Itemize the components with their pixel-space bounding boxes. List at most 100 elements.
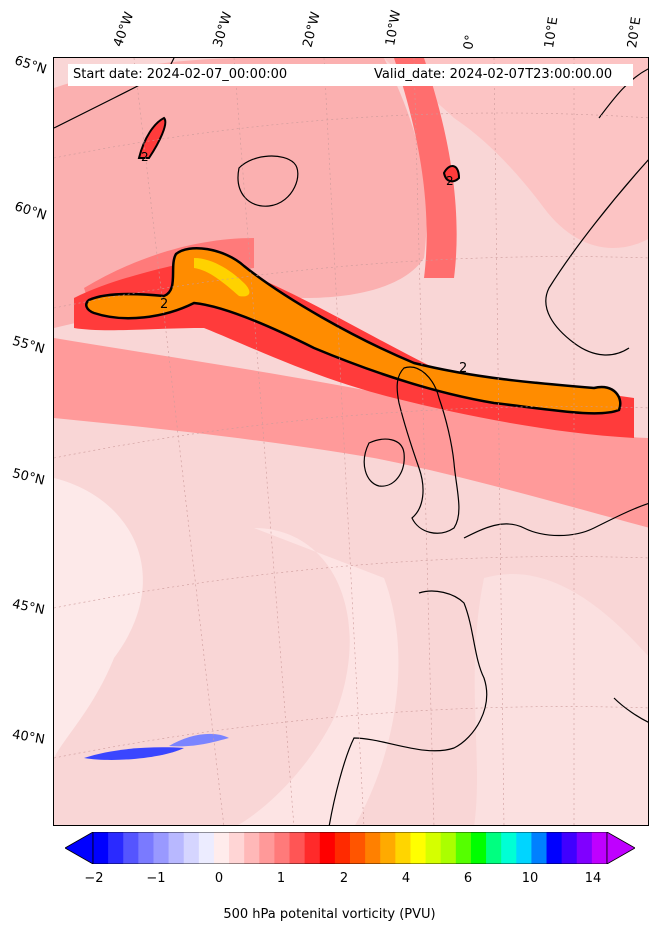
lon-label: 30°W: [210, 10, 236, 49]
pv-moderate-region: [384, 58, 648, 249]
colorbar-swatch: [380, 832, 396, 864]
colorbar-over-arrow: [606, 831, 636, 865]
colorbar-swatch: [123, 832, 139, 864]
contour-label: 2: [160, 297, 168, 312]
colorbar-swatch: [591, 832, 608, 864]
colorbar-tick-label: 2: [339, 871, 349, 886]
colorbar-swatch: [274, 832, 291, 864]
lon-label: 0°: [461, 33, 479, 51]
coastline-iberia-france: [328, 590, 488, 825]
graticule-line: [54, 112, 648, 159]
colorbar-swatch: [561, 832, 578, 864]
pv-negative-region: [169, 733, 229, 747]
colorbar-title: 500 hPa potenital vorticity (PVU): [223, 907, 436, 922]
start-date-label: Start date: 2024-02-07_00:00:00: [73, 67, 288, 82]
lon-label: 10°W: [383, 9, 405, 48]
colorbar-tick-label: 6: [463, 871, 473, 886]
pv-pale-region: [474, 574, 648, 825]
pv-streamer-peak: [194, 258, 250, 297]
colorbar-swatch: [244, 832, 260, 864]
pv-moderate-band: [54, 338, 648, 528]
colorbar-swatch: [546, 832, 563, 864]
colorbar-under-arrow: [64, 831, 94, 865]
graticule-line: [233, 58, 295, 825]
contour-label: 2: [141, 150, 149, 164]
colorbar-swatch: [516, 832, 532, 864]
graticule: [54, 58, 648, 825]
colorbar-swatch: [334, 832, 351, 864]
coastline-italy: [613, 697, 648, 723]
pv-streamer: [85, 246, 622, 415]
colorbar-swatch: [455, 832, 472, 864]
colorbar-swatch: [289, 832, 306, 864]
coastline-scandinavia: [545, 68, 648, 356]
colorbar-swatch: [108, 832, 124, 864]
colorbar-tick-label: 10: [521, 871, 539, 886]
pv-small-contour: [442, 165, 461, 183]
map-panel: 2 2 2 2: [53, 57, 649, 826]
colorbar-swatch: [576, 832, 593, 864]
colorbar-tick-label: 14: [584, 871, 602, 886]
lon-label: 40°W: [110, 10, 138, 49]
pv-ridge: [394, 58, 457, 278]
colorbar-swatch: [153, 832, 170, 864]
colorbar-swatches: [64, 831, 636, 865]
colorbar-swatch: [319, 832, 336, 864]
colorbar-swatch: [395, 832, 411, 864]
colorbar-tick-label: −2: [84, 871, 104, 886]
lat-label: 40°N: [10, 727, 46, 748]
pv-small-contour: [137, 116, 167, 159]
colorbar-swatch: [304, 832, 321, 864]
graticule-line: [413, 58, 435, 825]
colorbar-swatch: [440, 832, 457, 864]
valid-date-label: Valid_date: 2024-02-07T23:00:00.00: [374, 67, 613, 82]
colorbar-swatch: [501, 832, 517, 864]
graticule-line: [54, 556, 648, 609]
lat-label: 45°N: [10, 596, 46, 619]
colorbar-swatch: [425, 832, 442, 864]
colorbar-swatch: [183, 832, 200, 864]
colorbar-swatch: [138, 832, 154, 864]
lat-label: 60°N: [12, 199, 49, 224]
colorbar-swatch: [213, 832, 230, 864]
lon-label: 20°W: [300, 10, 324, 49]
lon-label: 10°E: [542, 15, 562, 49]
header-box: [68, 64, 633, 86]
graticule-line: [54, 406, 648, 459]
lon-label: 20°E: [625, 15, 645, 49]
colorbar-swatch: [259, 832, 275, 864]
contour-label: 2: [459, 361, 467, 376]
colorbar-swatch: [168, 832, 185, 864]
colorbar-tick-label: −1: [146, 871, 166, 886]
colorbar-swatch: [470, 832, 487, 864]
lat-label: 55°N: [10, 333, 47, 358]
colorbar-swatch: [531, 832, 548, 864]
colorbar: [64, 831, 636, 868]
graticule-line: [323, 58, 365, 825]
colorbar-swatch: [486, 832, 502, 864]
coastline-ireland: [363, 438, 405, 487]
contour-label: 2: [446, 174, 454, 188]
pv-pale-region: [54, 478, 143, 758]
colorbar-swatch: [365, 832, 381, 864]
colorbar-tick-label: 0: [214, 871, 224, 886]
colorbar-swatch: [410, 832, 427, 864]
graticule-line: [493, 58, 505, 825]
colorbar-tick-label: 1: [276, 871, 286, 886]
colorbar-swatch: [229, 832, 245, 864]
pv-negative-region: [84, 747, 184, 760]
graticule-line: [54, 706, 648, 759]
colorbar-swatch: [350, 832, 366, 864]
pv-map: 2 2 2 2: [54, 58, 648, 825]
graticule-line: [133, 58, 225, 825]
coastline-great-britain: [396, 366, 460, 534]
lat-label: 65°N: [12, 53, 49, 78]
coastline-iceland: [237, 155, 299, 207]
pv-pale-region: [237, 528, 399, 825]
coastline-north-europe: [463, 503, 648, 539]
colorbar-swatch: [198, 832, 215, 864]
colorbar-swatch: [93, 832, 109, 864]
graticule-line: [54, 256, 648, 309]
lat-label: 50°N: [10, 466, 47, 489]
colorbar-tick-label: 4: [401, 871, 411, 886]
